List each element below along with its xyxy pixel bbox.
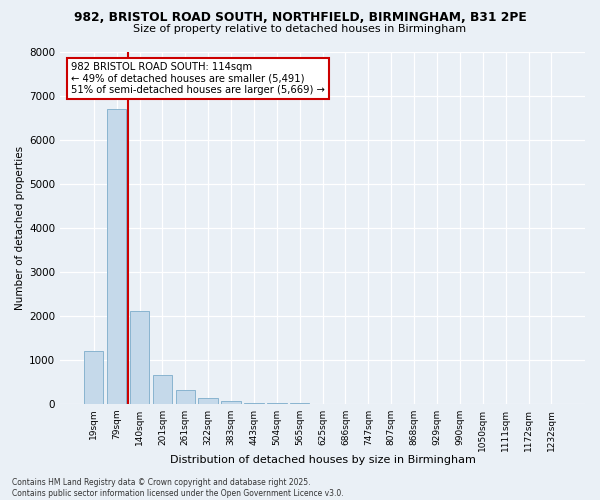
Bar	[221, 401, 241, 404]
Bar	[107, 109, 127, 404]
Bar	[199, 398, 218, 404]
X-axis label: Distribution of detached houses by size in Birmingham: Distribution of detached houses by size …	[170, 455, 476, 465]
Text: Size of property relative to detached houses in Birmingham: Size of property relative to detached ho…	[133, 24, 467, 34]
Text: Contains HM Land Registry data © Crown copyright and database right 2025.
Contai: Contains HM Land Registry data © Crown c…	[12, 478, 344, 498]
Bar	[267, 403, 287, 404]
Bar	[244, 402, 263, 404]
Bar	[152, 375, 172, 404]
Bar	[130, 312, 149, 404]
Y-axis label: Number of detached properties: Number of detached properties	[15, 146, 25, 310]
Text: 982 BRISTOL ROAD SOUTH: 114sqm
← 49% of detached houses are smaller (5,491)
51% : 982 BRISTOL ROAD SOUTH: 114sqm ← 49% of …	[71, 62, 325, 96]
Text: 982, BRISTOL ROAD SOUTH, NORTHFIELD, BIRMINGHAM, B31 2PE: 982, BRISTOL ROAD SOUTH, NORTHFIELD, BIR…	[74, 11, 526, 24]
Bar	[84, 351, 103, 404]
Bar	[176, 390, 195, 404]
